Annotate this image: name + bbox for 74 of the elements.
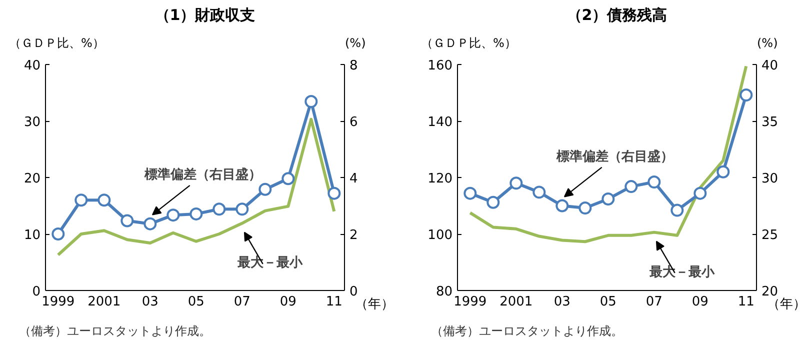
point: [624, 180, 638, 194]
y-tick-label: 30: [24, 115, 41, 130]
point: [74, 194, 88, 207]
y-tick-label: 10: [24, 228, 41, 243]
y2-axis-title: (%): [757, 35, 778, 52]
y2-tick-label: 0: [350, 284, 358, 300]
x-axis-title: （年）: [355, 296, 394, 314]
x-tick-label: 03: [554, 294, 570, 310]
x-tick-label: 07: [234, 294, 250, 310]
y-axis-title: （ＧＤＰ比、%）: [9, 35, 104, 52]
point: [98, 194, 111, 207]
point: [212, 202, 226, 216]
x-tick-label: 11: [326, 294, 342, 310]
x-tick-label: 07: [646, 294, 662, 310]
series-label: 標準偏差（右目盛）: [556, 148, 674, 164]
y2-tick-label: 6: [350, 115, 358, 130]
y-tick-label: 100: [428, 228, 453, 243]
y2-tick-label: 2: [350, 228, 358, 243]
x-tick-label: 03: [142, 294, 158, 310]
point: [556, 199, 569, 212]
y2-tick-label: 25: [762, 228, 778, 243]
x-tick-label: 09: [692, 294, 708, 310]
y2-tick-label: 4: [350, 172, 358, 186]
text: （備考）ユーロスタットより作成。: [431, 323, 623, 340]
x-tick-label: 05: [600, 294, 616, 310]
point: [602, 192, 615, 206]
line-series: [56, 118, 336, 256]
point: [694, 186, 707, 200]
point: [578, 202, 592, 214]
point: [236, 202, 249, 216]
point: [716, 165, 730, 178]
chart-title: （1）財政収支: [154, 5, 256, 26]
text: （備考）ユーロスタットより作成。: [19, 323, 211, 340]
x-tick-label: 1999: [454, 294, 487, 310]
point: [464, 186, 477, 200]
x-tick-label: 05: [188, 294, 204, 310]
x-tick-label: 2001: [88, 294, 121, 310]
y2-tick-label: 30: [762, 172, 778, 186]
y2-tick-label: 35: [762, 115, 778, 130]
y-tick-label: 160: [428, 58, 453, 74]
point: [510, 176, 523, 190]
x-tick-label: 09: [280, 294, 296, 310]
point: [282, 172, 295, 186]
point: [328, 186, 341, 200]
point: [670, 204, 684, 217]
y-tick-label: 40: [24, 58, 41, 74]
chart-title: （2）債務残高: [566, 5, 668, 26]
y2-tick-label: 40: [762, 58, 778, 74]
y-tick-label: 0: [32, 284, 41, 300]
text: 最大－最小: [236, 256, 304, 271]
x-tick-label: 2001: [500, 294, 533, 310]
point: [190, 207, 203, 220]
point: [120, 214, 134, 228]
y2-axis-title: (%): [345, 35, 366, 52]
y-tick-label: 120: [428, 172, 453, 186]
point: [486, 196, 500, 209]
point: [144, 217, 157, 230]
point: [258, 182, 272, 196]
y2-tick-label: 8: [350, 58, 358, 74]
x-tick-label: 11: [738, 294, 754, 310]
y-tick-label: 80: [436, 284, 453, 300]
point: [740, 88, 753, 102]
point: [166, 208, 180, 222]
point: [304, 95, 318, 108]
series-label: 標準偏差（右目盛）: [144, 166, 262, 182]
y-tick-label: 140: [428, 115, 453, 130]
y-axis-title: （ＧＤＰ比、%）: [421, 35, 516, 52]
text: 最大－最小: [648, 264, 716, 280]
line-series: [468, 64, 748, 244]
x-tick-label: 1999: [42, 294, 75, 310]
point: [648, 176, 661, 189]
y-tick-label: 20: [24, 172, 41, 186]
point: [52, 228, 65, 240]
point: [532, 186, 546, 199]
